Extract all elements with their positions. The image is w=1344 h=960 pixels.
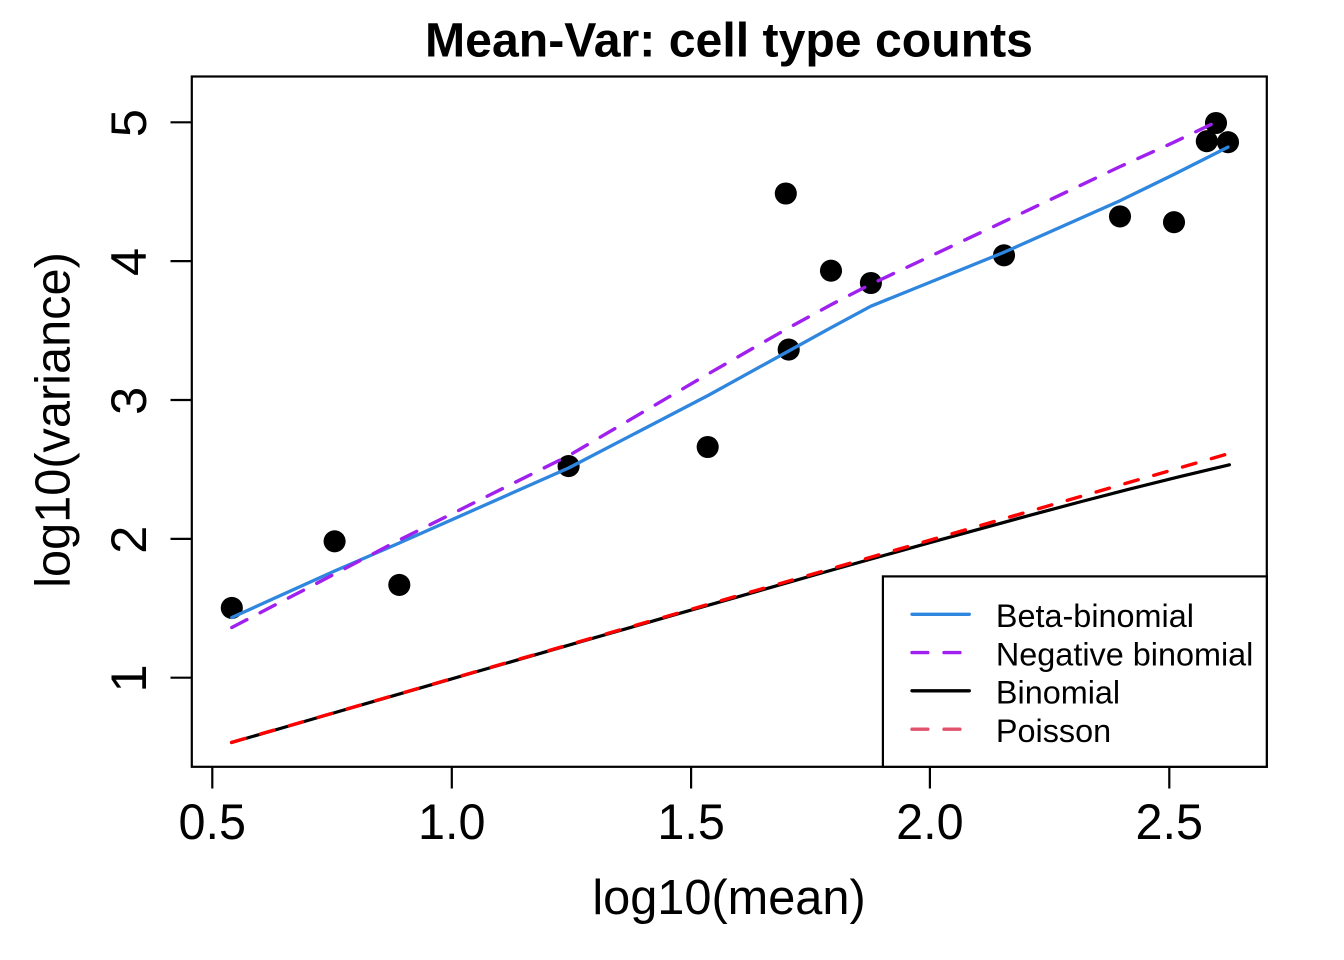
svg-text:1.5: 1.5 — [657, 793, 725, 850]
svg-text:Poisson: Poisson — [996, 713, 1111, 749]
svg-text:5: 5 — [100, 109, 157, 137]
svg-text:Binomial: Binomial — [996, 675, 1120, 711]
svg-text:log10(variance): log10(variance) — [27, 252, 81, 588]
svg-text:Mean-Var: cell type counts: Mean-Var: cell type counts — [425, 13, 1033, 67]
svg-text:Beta-binomial: Beta-binomial — [996, 598, 1194, 634]
svg-text:log10(mean): log10(mean) — [592, 871, 865, 925]
svg-text:2: 2 — [100, 526, 157, 554]
svg-text:4: 4 — [100, 248, 157, 276]
svg-text:Negative binomial: Negative binomial — [996, 637, 1253, 673]
svg-text:1.0: 1.0 — [418, 793, 486, 850]
svg-text:3: 3 — [100, 387, 157, 415]
svg-text:1: 1 — [100, 664, 157, 692]
svg-text:0.5: 0.5 — [179, 793, 247, 850]
svg-text:2.5: 2.5 — [1136, 793, 1204, 850]
svg-text:2.0: 2.0 — [896, 793, 964, 850]
